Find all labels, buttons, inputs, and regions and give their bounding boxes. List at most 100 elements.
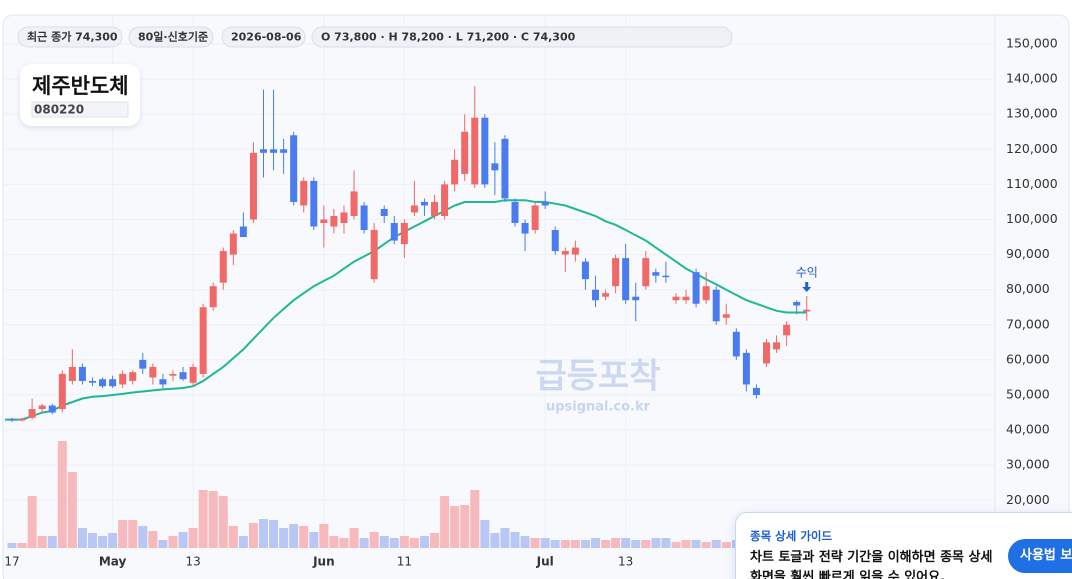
volume-bar	[530, 538, 540, 548]
volume-bar	[299, 526, 309, 548]
candle-body	[521, 223, 529, 234]
candle-body	[501, 138, 509, 199]
candle-body	[310, 180, 318, 227]
volume-bar	[138, 526, 148, 548]
candle-body	[109, 379, 117, 387]
y-tick-label: 50,000	[1006, 387, 1050, 402]
volume-bar	[580, 540, 590, 548]
candle-body	[320, 219, 328, 224]
volume-bar	[289, 524, 299, 548]
chip	[128, 26, 214, 48]
candle-body	[78, 366, 86, 381]
candle-body	[340, 212, 348, 224]
y-tick-label: 130,000	[1006, 106, 1058, 121]
x-tick-label: May	[99, 555, 127, 569]
candle-body	[360, 205, 368, 231]
candle-body	[471, 117, 479, 185]
y-tick-label: 60,000	[1006, 351, 1050, 366]
candle-body	[541, 201, 549, 206]
candle-body	[199, 307, 207, 374]
x-tick-label: 17	[4, 555, 19, 569]
candle-body	[48, 405, 56, 413]
watermark-url: upsignal.co.kr	[546, 400, 651, 415]
volume-bar	[419, 536, 429, 548]
volume-bar	[279, 528, 289, 548]
volume-bar	[470, 490, 480, 548]
x-tick-label: 13	[185, 555, 200, 569]
candle-body	[179, 372, 187, 380]
candle-body	[652, 272, 660, 276]
candle-body	[390, 223, 398, 241]
candle-body	[290, 135, 298, 202]
volume-bar	[389, 538, 399, 548]
y-tick-label: 120,000	[1006, 141, 1058, 156]
candle-body	[441, 184, 449, 216]
volume-bar	[570, 540, 580, 548]
candle-body	[622, 258, 630, 301]
x-tick-label: 13	[618, 555, 633, 569]
candle-body	[803, 309, 811, 312]
candle-body	[410, 205, 418, 213]
candle-body	[420, 201, 428, 206]
candle-body	[370, 230, 378, 280]
volume-bar	[721, 542, 731, 548]
volume-bar	[661, 538, 671, 548]
candle-body	[511, 201, 519, 224]
candle-body	[18, 418, 26, 421]
candle-body	[169, 373, 177, 376]
volume-bar	[681, 540, 691, 548]
volume-bar	[108, 533, 118, 548]
volume-bar	[359, 538, 369, 548]
volume-bar	[560, 540, 570, 548]
volume-bar	[77, 528, 87, 548]
volume-bar	[590, 538, 600, 548]
candle-body	[209, 286, 217, 308]
candle-body	[58, 373, 66, 410]
candle-body	[672, 296, 680, 301]
x-tick-label: 11	[397, 555, 412, 569]
y-tick-label: 70,000	[1006, 316, 1050, 331]
volume-bar	[309, 532, 319, 548]
y-tick-label: 20,000	[1006, 492, 1050, 507]
watermark: 급등포착	[535, 357, 660, 397]
volume-bar	[641, 540, 651, 548]
chip-label: O 73,800 · H 78,200 · L 71,200 · C 74,30…	[321, 31, 576, 44]
volume-bar	[259, 519, 268, 548]
volume-bar	[158, 540, 168, 548]
candle-body	[461, 131, 469, 174]
volume-bar	[118, 520, 128, 548]
volume-bar	[550, 540, 560, 548]
volume-bar	[238, 536, 248, 548]
candle-body	[773, 342, 781, 350]
candle-body	[642, 258, 650, 287]
candle-body	[219, 251, 227, 283]
volume-bar	[228, 526, 238, 548]
candle-body	[632, 296, 640, 301]
candle-body	[763, 342, 770, 364]
candle-body	[702, 286, 710, 301]
guide-button[interactable]: 사용법 보기	[1008, 539, 1072, 573]
volume-bar	[460, 505, 470, 548]
volume-bar	[178, 532, 188, 548]
y-tick-label: 80,000	[1006, 281, 1050, 296]
candle-body	[561, 251, 569, 255]
guide-title: 종목 상세 가이드	[750, 529, 833, 543]
candle-body	[400, 223, 408, 245]
volume-bar	[711, 540, 721, 548]
volume-bar	[409, 538, 419, 548]
candle-body	[119, 373, 127, 385]
volume-bar	[480, 520, 490, 548]
candle-body	[280, 149, 288, 153]
candle-body	[189, 366, 197, 383]
chip-label: 최근 종가 74,300	[27, 30, 118, 44]
chip	[311, 26, 733, 48]
candle-body	[451, 159, 459, 185]
candle-body	[99, 379, 107, 387]
candle-body	[149, 366, 157, 378]
volume-bar	[701, 542, 711, 548]
candle-body	[249, 152, 257, 220]
candle-body	[783, 324, 791, 336]
volume-bar	[27, 496, 37, 548]
stock-name: 제주반도체	[32, 74, 129, 98]
candle-body	[68, 366, 76, 381]
